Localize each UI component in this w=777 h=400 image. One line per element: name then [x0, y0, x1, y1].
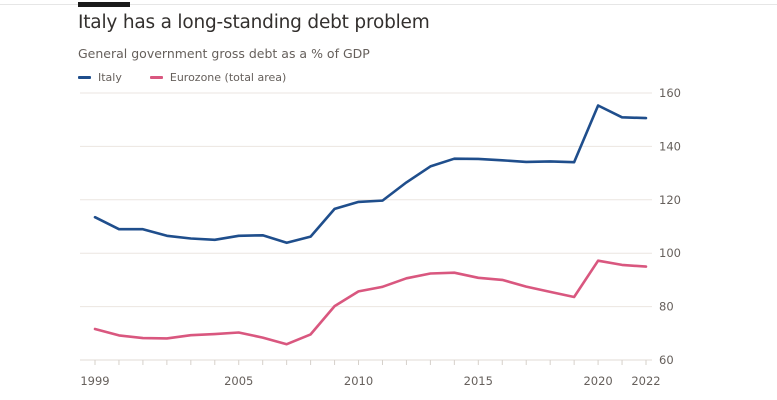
y-tick-label-100: 100	[659, 246, 681, 260]
y-axis: 60 80 100 120 140 160	[659, 86, 681, 367]
series-line-italy	[93, 104, 648, 245]
legend: Italy Eurozone (total area)	[78, 71, 314, 84]
legend-label-italy: Italy	[98, 71, 122, 84]
series-line-eurozone	[93, 259, 648, 346]
chart-title: Italy has a long-standing debt problem	[78, 12, 430, 33]
y-tick-label-160: 160	[659, 86, 681, 100]
legend-item-italy: Italy	[78, 71, 122, 84]
chart-subtitle: General government gross debt as a % of …	[78, 46, 370, 61]
y-tick-label-120: 120	[659, 193, 681, 207]
series-lines	[93, 104, 648, 346]
x-tick-label-2020: 2020	[583, 374, 612, 388]
y-tick-label-80: 80	[659, 300, 674, 314]
legend-label-eurozone: Eurozone (total area)	[169, 71, 287, 84]
legend-swatch-eurozone	[149, 76, 163, 79]
x-tick-label-2005: 2005	[224, 374, 253, 388]
gridlines	[80, 92, 652, 308]
top-rule	[0, 4, 777, 5]
x-tick-label-1999: 1999	[80, 374, 109, 388]
y-tick-label-60: 60	[659, 353, 674, 367]
x-tick-label-2015: 2015	[464, 374, 493, 388]
header-accent-bar	[78, 2, 130, 7]
x-axis: 1999 2005 2010 2015 2020 2022	[80, 359, 661, 388]
x-tick-label-2010: 2010	[344, 374, 373, 388]
legend-swatch-italy	[78, 76, 91, 79]
legend-item-eurozone: Eurozone (total area)	[149, 71, 287, 84]
x-tick-label-2022: 2022	[631, 374, 660, 388]
y-tick-label-140: 140	[659, 139, 681, 153]
